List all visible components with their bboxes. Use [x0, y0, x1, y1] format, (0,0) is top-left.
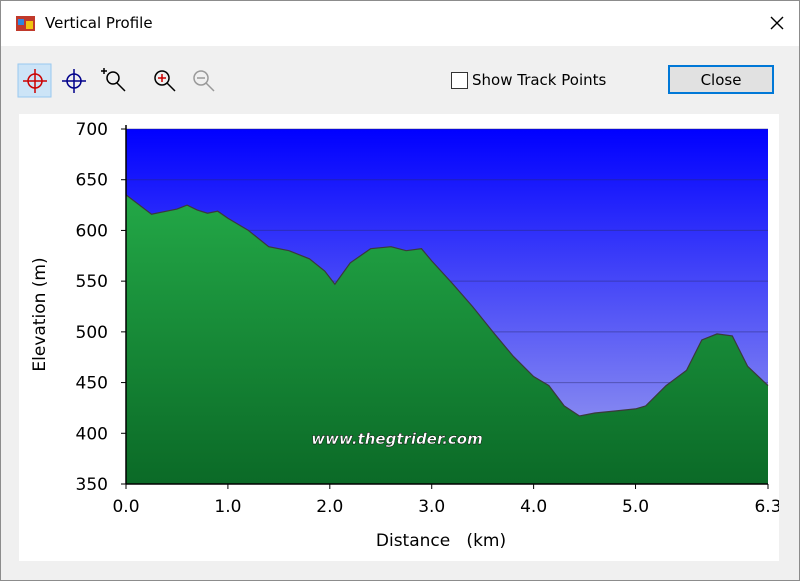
x-tick-label: 2.0: [316, 497, 343, 517]
x-tick-label: 3.0: [418, 497, 445, 517]
x-axis-label: Distance (km): [376, 531, 506, 551]
y-tick-label: 350: [76, 475, 108, 495]
watermark: www.thegtrider.com: [311, 430, 482, 448]
checkbox-label: Show Track Points: [472, 71, 607, 89]
title-bar: Vertical Profile: [1, 1, 799, 46]
toolbar: [17, 63, 215, 98]
app-icon: [16, 16, 35, 31]
window-title: Vertical Profile: [45, 14, 153, 32]
y-tick-label: 500: [76, 323, 108, 343]
close-button[interactable]: Close: [668, 65, 774, 94]
close-x[interactable]: [767, 13, 787, 33]
chart: 350 400 450 500 550 600 650 700 0.0 1.0 2.0 3.0 4.0 5…: [19, 114, 779, 561]
x-tick-label: 4.0: [520, 497, 547, 517]
y-tick-label: 400: [76, 424, 108, 444]
x-tick-label: 5.0: [622, 497, 649, 517]
x-tick-label: 1.0: [214, 497, 241, 517]
y-tick-label: 650: [76, 171, 108, 191]
y-tick-label: 600: [76, 221, 108, 241]
x-tick-label: 6.3: [754, 497, 779, 517]
x-tick-label: 0.0: [112, 497, 139, 517]
y-tick-label: 450: [76, 374, 108, 394]
y-tick-label: 700: [76, 120, 108, 140]
y-axis-label: Elevation (m): [30, 257, 50, 371]
y-tick-label: 550: [76, 272, 108, 292]
checkbox[interactable]: Show Track Points: [451, 71, 606, 89]
elevation-area: [126, 194, 768, 484]
elevation-line: [125, 194, 769, 417]
